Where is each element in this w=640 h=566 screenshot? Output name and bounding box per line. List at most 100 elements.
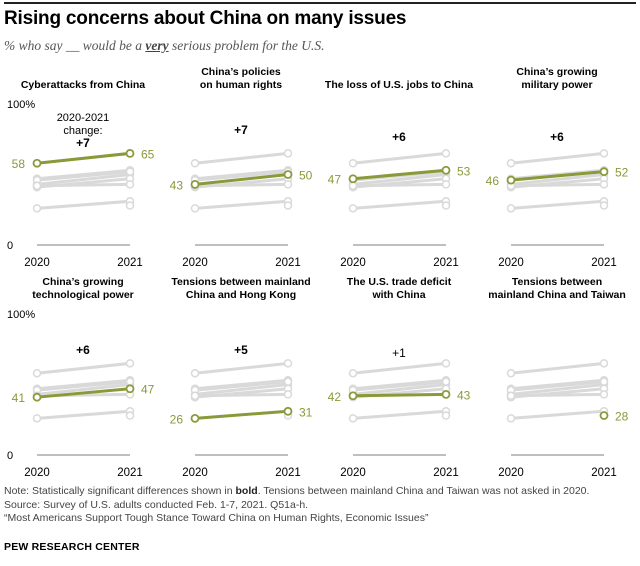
highlight-point [125,384,135,394]
other-series-line [36,199,131,210]
highlight-point [441,165,451,175]
other-series-point [506,368,516,378]
other-series-point [441,180,451,189]
other-series-point [599,149,609,158]
other-series-point [32,181,42,191]
other-series-point [441,201,451,210]
change-header: 2020-2021 [57,112,110,124]
highlight-point [506,175,516,185]
other-series-point [125,180,135,189]
other-series-line [36,409,131,420]
change-label: +7 [76,136,90,150]
org-name: PEW RESEARCH CENTER [4,541,140,553]
other-series-point [599,359,609,368]
highlight-point [348,391,358,401]
panel-title: The U.S. trade deficit [347,276,452,288]
panel-title: The loss of U.S. jobs to China [325,79,473,91]
other-series-point [506,391,516,401]
other-series-point [125,411,135,420]
other-series-line [510,199,605,210]
x-tick-label: 2021 [275,257,301,269]
other-series-point [283,390,293,399]
other-series-point [190,158,200,168]
x-tick-label: 2021 [117,467,143,479]
change-label: +6 [76,343,90,357]
x-tick-label: 2020 [340,257,366,269]
highlight-series-line [194,409,289,420]
other-series-point [125,377,135,386]
other-series-point [506,158,516,168]
y-tick-label: 0 [7,450,13,462]
highlight-series-line [36,387,131,399]
y-tick-label: 100% [7,309,35,321]
data-label: 65 [141,147,155,161]
other-series-line [36,182,131,188]
highlight-point [32,158,42,168]
other-series-line [194,170,289,182]
other-series-line [352,361,447,375]
x-tick-label: 2021 [117,257,143,269]
panel-title: Tensions between [512,276,602,288]
x-tick-label: 2021 [591,467,617,479]
notes: Note: Statistically significant differen… [4,485,589,526]
x-tick-label: 2020 [498,467,524,479]
other-series-point [599,390,609,399]
change-label: +5 [234,343,248,357]
note-line: Note: Statistically significant differen… [4,485,590,497]
other-series-point [283,377,293,386]
other-series-line [510,380,605,392]
x-tick-label: 2020 [182,257,208,269]
x-tick-label: 2020 [498,257,524,269]
other-series-point [599,377,609,386]
other-series-line [510,182,605,188]
other-series-point [441,149,451,158]
other-series-point [506,414,516,423]
other-series-point [441,359,451,368]
other-series-point [441,377,451,386]
x-tick-label: 2021 [433,257,459,269]
x-tick-label: 2020 [24,467,50,479]
other-series-point [441,411,451,420]
other-series-line [36,383,131,396]
other-series-line [510,383,605,396]
chart-title: Rising concerns about China on many issu… [4,8,407,29]
panel-title: on human rights [200,79,282,91]
other-series-point [125,359,135,368]
panel-title: technological power [32,289,134,301]
change-label: +6 [550,130,564,144]
highlight-series-line [194,173,289,186]
other-series-point [190,204,200,213]
data-label: 47 [141,383,155,397]
change-label: +6 [392,130,406,144]
data-label: 47 [328,173,342,187]
other-series-point [599,201,609,210]
x-tick-label: 2021 [591,257,617,269]
other-series-point [32,368,42,378]
panel-title: Cyberattacks from China [21,79,145,91]
chart-subtitle: % who say __ would be a very serious pro… [4,38,325,53]
highlight-point [190,179,200,189]
data-label: 43 [457,388,471,402]
panel-title: China and Hong Kong [186,289,296,301]
highlight-series-line [510,170,605,182]
panel-title: China’s growing [516,66,597,78]
other-series-line [194,182,289,188]
other-series-point [283,180,293,189]
other-series-line [352,199,447,210]
data-label: 58 [12,157,26,171]
other-series-point [125,201,135,210]
data-label: 50 [299,169,313,183]
panel-title: China’s growing [42,276,123,288]
other-series-line [194,361,289,375]
other-series-point [32,414,42,423]
other-series-point [283,359,293,368]
other-series-point [190,368,200,378]
y-tick-label: 100% [7,99,35,111]
data-label: 53 [457,164,471,178]
other-series-point [599,180,609,189]
data-label: 31 [299,405,313,419]
other-series-point [283,149,293,158]
highlight-series-line [352,392,447,398]
other-series-point [190,391,200,401]
data-label: 42 [328,390,342,404]
